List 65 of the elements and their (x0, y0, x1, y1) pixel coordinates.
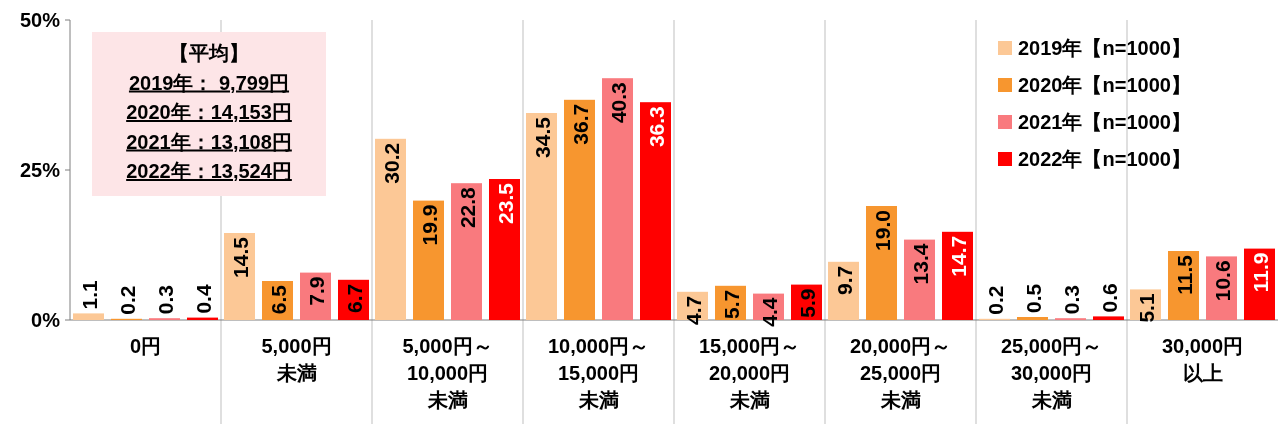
bar (866, 206, 897, 320)
data-label: 0.6 (1097, 283, 1121, 313)
data-label: 0.5 (1021, 283, 1045, 313)
x-tick-label: 0円 (129, 335, 162, 357)
data-label: 36.7 (568, 103, 592, 145)
data-label: 14.5 (228, 236, 252, 278)
x-tick-label: 30,000円以上 (1161, 335, 1244, 384)
legend-label: 2022年【n=1000】 (1018, 148, 1191, 170)
legend-label: 2021年【n=1000】 (1018, 111, 1191, 133)
legend-label: 2020年【n=1000】 (1018, 74, 1191, 96)
data-label: 0.3 (153, 285, 177, 315)
data-label: 6.7 (342, 283, 366, 313)
data-label: 9.7 (832, 265, 856, 295)
bar (942, 231, 973, 320)
data-label: 0.4 (191, 284, 215, 314)
data-label: 1.1 (77, 279, 101, 310)
bar (413, 200, 444, 320)
bar (489, 179, 520, 320)
data-label: 0.2 (983, 285, 1007, 315)
data-label: 0.3 (1059, 285, 1083, 315)
x-tick-label: 25,000円～30,000円未満 (1000, 335, 1103, 411)
data-label: 40.3 (606, 82, 630, 124)
data-label: 0.2 (115, 285, 139, 315)
bar (564, 99, 595, 320)
y-tick-label: 50% (19, 9, 61, 31)
data-label: 14.7 (946, 235, 970, 277)
bar (375, 138, 406, 320)
x-tick-label: 15,000円～20,000円未満 (698, 335, 801, 411)
data-label: 4.4 (757, 297, 781, 327)
x-tick-label: 20,000円～25,000円未満 (849, 335, 952, 411)
bar (451, 183, 482, 320)
annotation: 【平均】 (169, 42, 249, 64)
data-label: 5.9 (795, 288, 819, 318)
y-tick-label: 0% (31, 309, 61, 331)
bar (73, 313, 104, 320)
data-label: 11.9 (1248, 252, 1272, 293)
data-label: 23.5 (493, 182, 517, 224)
bar (1093, 316, 1124, 320)
data-label: 5.7 (719, 289, 743, 319)
bar (640, 102, 671, 320)
annotation: 2021年：13,108円 (126, 130, 292, 153)
annotation: 2020年：14,153円 (126, 101, 292, 123)
data-label: 4.7 (681, 295, 705, 325)
annotation: 2019年： 9,799円 (128, 71, 290, 94)
data-label: 13.4 (908, 243, 932, 285)
data-label: 5.1 (1134, 293, 1158, 323)
x-tick-label: 10,000円～15,000円未満 (547, 335, 650, 411)
data-label: 11.5 (1172, 254, 1196, 295)
data-label: 22.8 (455, 186, 479, 229)
data-label: 34.5 (530, 116, 554, 158)
data-label: 19.0 (870, 210, 894, 251)
bar (1017, 317, 1048, 320)
data-label: 10.6 (1210, 260, 1234, 302)
data-label: 19.9 (417, 204, 441, 246)
data-label: 36.3 (644, 106, 668, 148)
data-label: 6.5 (266, 284, 290, 315)
data-label: 30.2 (379, 142, 403, 184)
x-tick-label: 5,000円～10,000円未満 (402, 335, 493, 411)
legend-label: 2019年【n=1000】 (1018, 37, 1191, 59)
bar (526, 113, 557, 320)
annotation: 2022年：13,524円 (126, 160, 292, 182)
data-label: 7.9 (304, 276, 328, 306)
x-tick-label: 5,000円未満 (261, 335, 332, 384)
bar (602, 78, 633, 320)
y-tick-label: 25% (19, 159, 61, 181)
